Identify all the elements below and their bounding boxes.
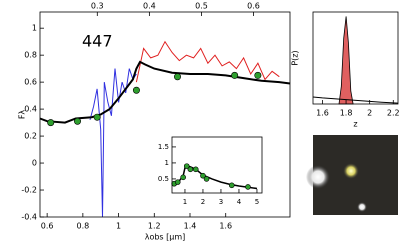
- spectrum-line: [135, 40, 280, 83]
- y-tick-label: 0.6: [24, 78, 37, 87]
- y-tick-label: 0: [32, 159, 37, 168]
- photometry-point: [192, 166, 199, 173]
- x2-tick-label: 0.6: [247, 2, 260, 11]
- x-tick-label: 1.8: [340, 109, 353, 118]
- y-tick-label: -0.4: [21, 213, 37, 222]
- y-tick-label: -0.2: [21, 186, 37, 195]
- photometry-point: [254, 71, 262, 79]
- y-tick-label: 0.8: [24, 51, 37, 60]
- spectrum-line: [89, 68, 137, 218]
- pdf-area: [338, 16, 354, 105]
- photometry-point: [231, 71, 239, 79]
- photometry-point: [183, 163, 190, 169]
- photometry-point: [228, 182, 235, 189]
- x-tick-label: 1: [183, 198, 187, 206]
- x-tick-label: 1.6: [219, 222, 232, 231]
- y-tick-label: 1: [165, 159, 169, 167]
- photometry-point: [174, 73, 182, 81]
- y-tick-label: 0.2: [24, 132, 37, 141]
- photometry-point: [245, 184, 251, 190]
- axes-frame: [171, 136, 263, 194]
- y-tick-label: 0.5: [158, 175, 169, 183]
- y-tick-label: 0.4: [24, 105, 37, 114]
- x2-tick-label: 0.3: [91, 2, 104, 11]
- x-tick-label: 5: [255, 198, 259, 206]
- axes-frame: [312, 11, 399, 105]
- x-tick-label: 3: [219, 198, 223, 206]
- photometry-point: [203, 176, 210, 182]
- photometry-point: [132, 86, 140, 94]
- spectrum-line: [312, 96, 399, 104]
- x2-tick-label: 0.5: [195, 2, 208, 11]
- photometry-point: [187, 166, 194, 173]
- photometry-point: [174, 179, 181, 185]
- x-tick-label: 4: [237, 198, 242, 206]
- photometry-point: [200, 172, 206, 179]
- x-tick-label: 1: [116, 222, 121, 231]
- x-tick-label: 2: [201, 198, 205, 206]
- x-tick-label: 1.4: [184, 222, 197, 231]
- x-tick-label: 0.8: [76, 222, 89, 231]
- x-tick-label: 2: [367, 109, 372, 118]
- photometry-point: [74, 117, 82, 125]
- y-axis-label: P(z): [291, 50, 300, 65]
- y-tick-label: 1.5: [158, 143, 169, 151]
- cutout-image: [306, 135, 398, 215]
- y-tick-label: 1: [32, 24, 37, 33]
- object-id: 447: [82, 32, 113, 51]
- x2-tick-label: 0.4: [143, 2, 156, 11]
- x-axis-label: z: [353, 120, 357, 129]
- plot-area: [313, 12, 398, 104]
- x-tick-label: 1.2: [148, 222, 161, 231]
- photometry-point: [47, 119, 55, 127]
- x-axis-label: λobs [μm]: [145, 233, 186, 242]
- x-tick-label: 0.6: [41, 222, 54, 231]
- y-axis-label: Fλ: [18, 110, 27, 120]
- photometry-point: [93, 113, 101, 121]
- x-tick-label: 1.6: [316, 109, 329, 118]
- x-tick-label: 2.2: [387, 109, 400, 118]
- photometry-point: [180, 174, 186, 181]
- axes-frame: [39, 11, 291, 218]
